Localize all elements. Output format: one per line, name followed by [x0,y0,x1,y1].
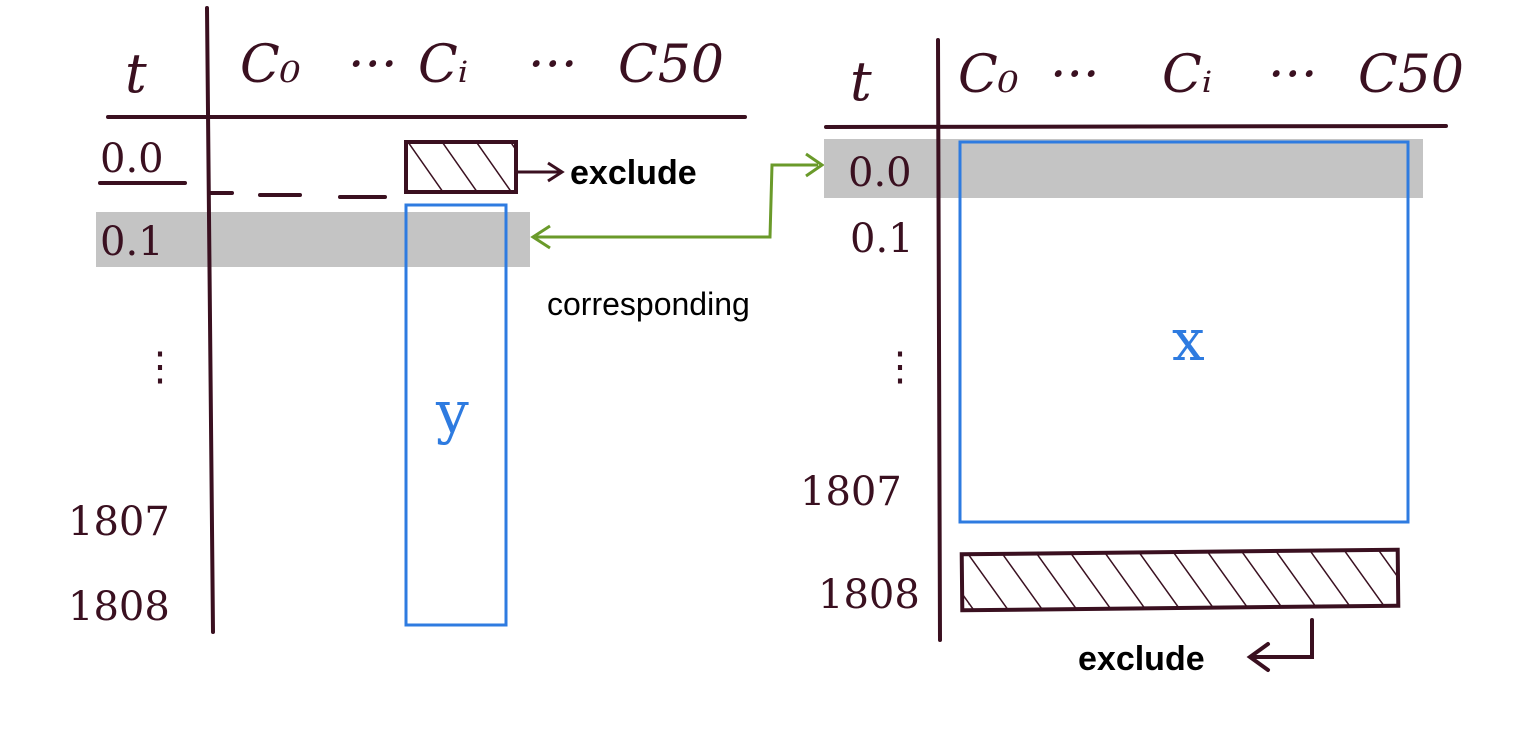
x-block-box [958,140,1410,524]
correspondence-link: corresponding [530,152,825,322]
right-row-1808: 1808 [818,572,920,618]
y-column-box [404,203,508,627]
right-row-0-1: 0.1 [850,216,914,262]
right-table: t C₀ ··· Cᵢ ··· C50 0.0 0.1 ⋮ 1807 1808 … [800,38,1464,678]
right-col-c0: C₀ [958,45,1019,105]
right-col-dots-1: ··· [1050,45,1100,105]
right-row-1807: 1807 [800,469,902,515]
link-line [536,163,818,239]
right-col-dots-2: ··· [1268,45,1318,105]
left-t-header: t [125,42,147,105]
left-row-ellipsis: ⋮ [140,344,180,390]
right-col-c50: C50 [1358,45,1464,105]
right-row-ellipsis: ⋮ [880,344,920,390]
left-row-0-1: 0.1 [100,219,164,265]
left-col-c50: C50 [618,35,724,95]
left-col-ci: Cᵢ [418,35,468,95]
left-table: t C₀ ··· Cᵢ ··· C50 0.0 0.1 ⋮ 1807 1808 … [68,6,747,634]
right-col-ci: Cᵢ [1162,45,1212,105]
left-row-0-0: 0.0 [100,136,164,182]
right-t-header: t [850,50,872,113]
left-col-dots-1: ··· [348,35,398,95]
right-vertical-line [936,38,942,642]
right-highlight-row [824,139,1423,198]
right-row-0-0: 0.0 [848,150,912,196]
left-row-1808: 1808 [68,584,170,630]
left-exclude-label: exclude [570,154,697,192]
right-excluded-row [959,547,1401,613]
x-label: x [1172,306,1205,374]
right-exclude-label: exclude [1078,640,1205,678]
link-arrowhead-right [805,152,825,178]
left-highlight-row [96,212,530,267]
left-excluded-cell [404,140,518,194]
right-exclude-arrow [1250,618,1314,659]
left-exclude-arrowhead [547,161,565,183]
link-arrowhead-left [530,224,551,250]
y-label: y [435,378,469,446]
link-label: corresponding [547,286,750,322]
left-vertical-line [205,6,215,634]
left-col-c0: C₀ [240,35,301,95]
left-row-1807: 1807 [68,499,170,545]
right-header-line [824,124,1448,129]
right-exclude-arrowhead [1246,642,1270,672]
left-col-dots-2: ··· [528,35,578,95]
